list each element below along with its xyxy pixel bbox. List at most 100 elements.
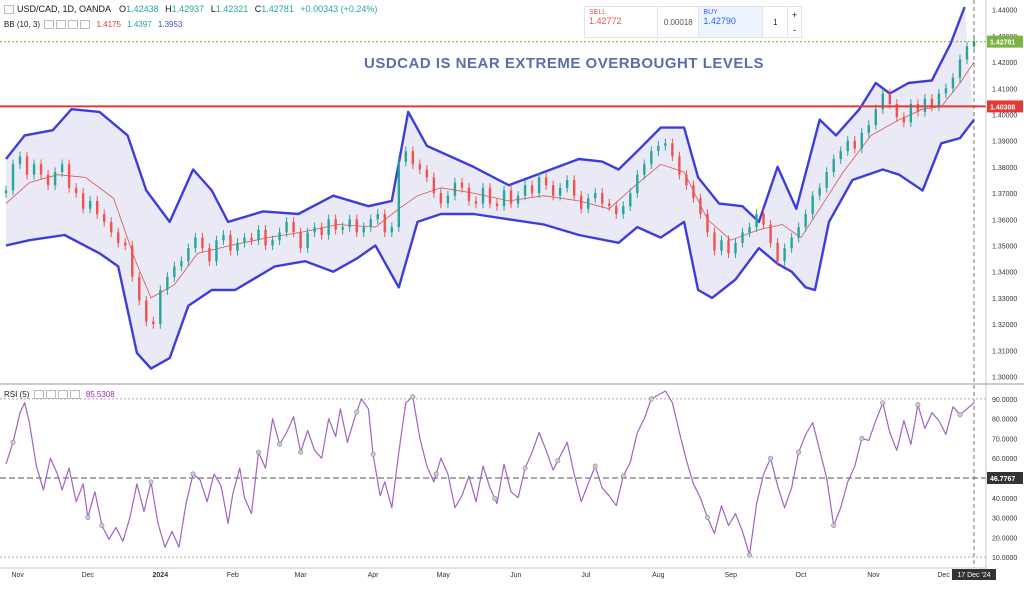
time-tick-label: Aug <box>652 572 665 579</box>
date-label: 17 Dec '24 <box>957 572 990 579</box>
time-tick-label: Nov <box>867 572 880 579</box>
rsi-marker <box>492 495 498 501</box>
more-icon[interactable] <box>80 20 91 30</box>
time-tick-label: Sep <box>725 572 738 579</box>
candle-body <box>278 232 281 241</box>
rsi-tick-label: 60.0000 <box>992 456 1017 463</box>
rsi-pane <box>0 390 986 558</box>
settings-icon[interactable] <box>56 20 67 30</box>
candle-body <box>215 240 218 262</box>
candle-body <box>236 242 239 251</box>
candle-body <box>832 159 835 173</box>
candle-body <box>818 187 821 196</box>
rsi-marker <box>522 465 528 471</box>
rsi-marker <box>592 463 598 469</box>
candle-body <box>432 177 436 194</box>
price-tick-label: 1.36000 <box>992 217 1017 224</box>
rsi-label[interactable]: RSI (5) <box>4 390 30 399</box>
spread-value: 0.00018 <box>663 17 693 27</box>
candle-body <box>159 290 162 325</box>
candle-body <box>474 200 478 204</box>
level-price-label: 1.40308 <box>990 104 1015 111</box>
candle-body <box>846 140 849 152</box>
symbol-label[interactable]: USD/CAD, 1D, OANDA <box>17 4 111 14</box>
collapse-icon[interactable] <box>4 5 14 15</box>
rsi-tick-label: 20.0000 <box>992 535 1017 542</box>
candle-body <box>650 151 653 165</box>
more-icon[interactable] <box>69 390 80 400</box>
rsi-marker <box>768 455 774 461</box>
candle-body <box>909 104 913 123</box>
candle-body <box>741 232 744 243</box>
candle-body <box>32 164 36 175</box>
candle-body <box>292 221 295 233</box>
candle-body <box>110 221 113 233</box>
candle-body <box>390 227 393 233</box>
rsi-tick-label: 80.0000 <box>992 417 1017 424</box>
date-label-box <box>952 569 996 580</box>
candle-body <box>95 200 99 215</box>
candle-body <box>453 182 457 196</box>
plus-button[interactable]: + <box>791 9 798 20</box>
candle-body <box>509 190 513 204</box>
sell-button[interactable]: SELL 1.42772 <box>585 7 659 37</box>
minus-button[interactable]: - <box>793 24 797 35</box>
rsi-marker <box>880 400 886 406</box>
price-tick-label: 1.31000 <box>992 348 1017 355</box>
close-icon[interactable] <box>57 390 68 400</box>
eye-icon[interactable] <box>44 20 55 30</box>
bb-lower-line <box>5 118 975 370</box>
candle-body <box>594 193 597 199</box>
candle-body <box>488 187 492 204</box>
candle-body <box>678 156 681 175</box>
candle-body <box>138 276 141 301</box>
rsi-marker <box>148 479 154 485</box>
candle-body <box>383 214 386 233</box>
price-tick-label: 1.35000 <box>992 243 1017 250</box>
candle-body <box>194 237 197 249</box>
candle-body <box>615 206 618 215</box>
symbol-legend: USD/CAD, 1D, OANDA O1.42438 H1.42937 L1.… <box>4 4 377 15</box>
time-tick-label: Jun <box>510 572 521 579</box>
rsi-marker <box>190 471 196 477</box>
time-tick-label: 2024 <box>153 572 169 579</box>
price-tick-label: 1.30000 <box>992 374 1017 381</box>
candle-body <box>320 227 323 235</box>
candle-body <box>397 161 401 228</box>
close-icon[interactable] <box>68 20 79 30</box>
open-label: O <box>119 4 127 14</box>
time-tick-label: Dec <box>937 572 950 579</box>
candle-body <box>671 143 674 157</box>
high-value: 1.42937 <box>171 4 205 14</box>
candle-body <box>636 174 639 194</box>
candle-body <box>720 240 723 251</box>
rsi-legend: RSI (5) 85.5308 <box>4 390 115 400</box>
current-price-label: 1.42781 <box>990 40 1015 47</box>
rsi-marker <box>648 396 654 402</box>
current-price-label-box <box>987 35 1023 48</box>
quantity-field[interactable]: 1 <box>762 7 787 37</box>
bb-label[interactable]: BB (10, 3) <box>4 20 41 29</box>
settings-icon[interactable] <box>45 390 56 400</box>
buy-button[interactable]: BUY 1.42790 <box>698 7 763 37</box>
candle-body <box>530 185 534 194</box>
candle-body <box>902 117 906 123</box>
candle-body <box>888 93 892 105</box>
time-tick-label: Feb <box>227 572 239 579</box>
candle-body <box>579 195 583 209</box>
quantity-stepper: + - <box>787 7 801 37</box>
candle-body <box>222 234 225 241</box>
candle-body <box>362 227 365 233</box>
candle-body <box>74 187 78 194</box>
candle-body <box>46 174 50 186</box>
candle-body <box>804 214 807 228</box>
eye-icon[interactable] <box>33 390 44 400</box>
candle-body <box>166 276 169 291</box>
axes: 1.440001.430001.420001.410001.400001.390… <box>0 0 1024 580</box>
candle-body <box>271 240 274 246</box>
rsi-marker <box>915 402 921 408</box>
candle-body <box>117 232 120 243</box>
candle-body <box>951 77 955 89</box>
candle-body <box>299 232 302 249</box>
